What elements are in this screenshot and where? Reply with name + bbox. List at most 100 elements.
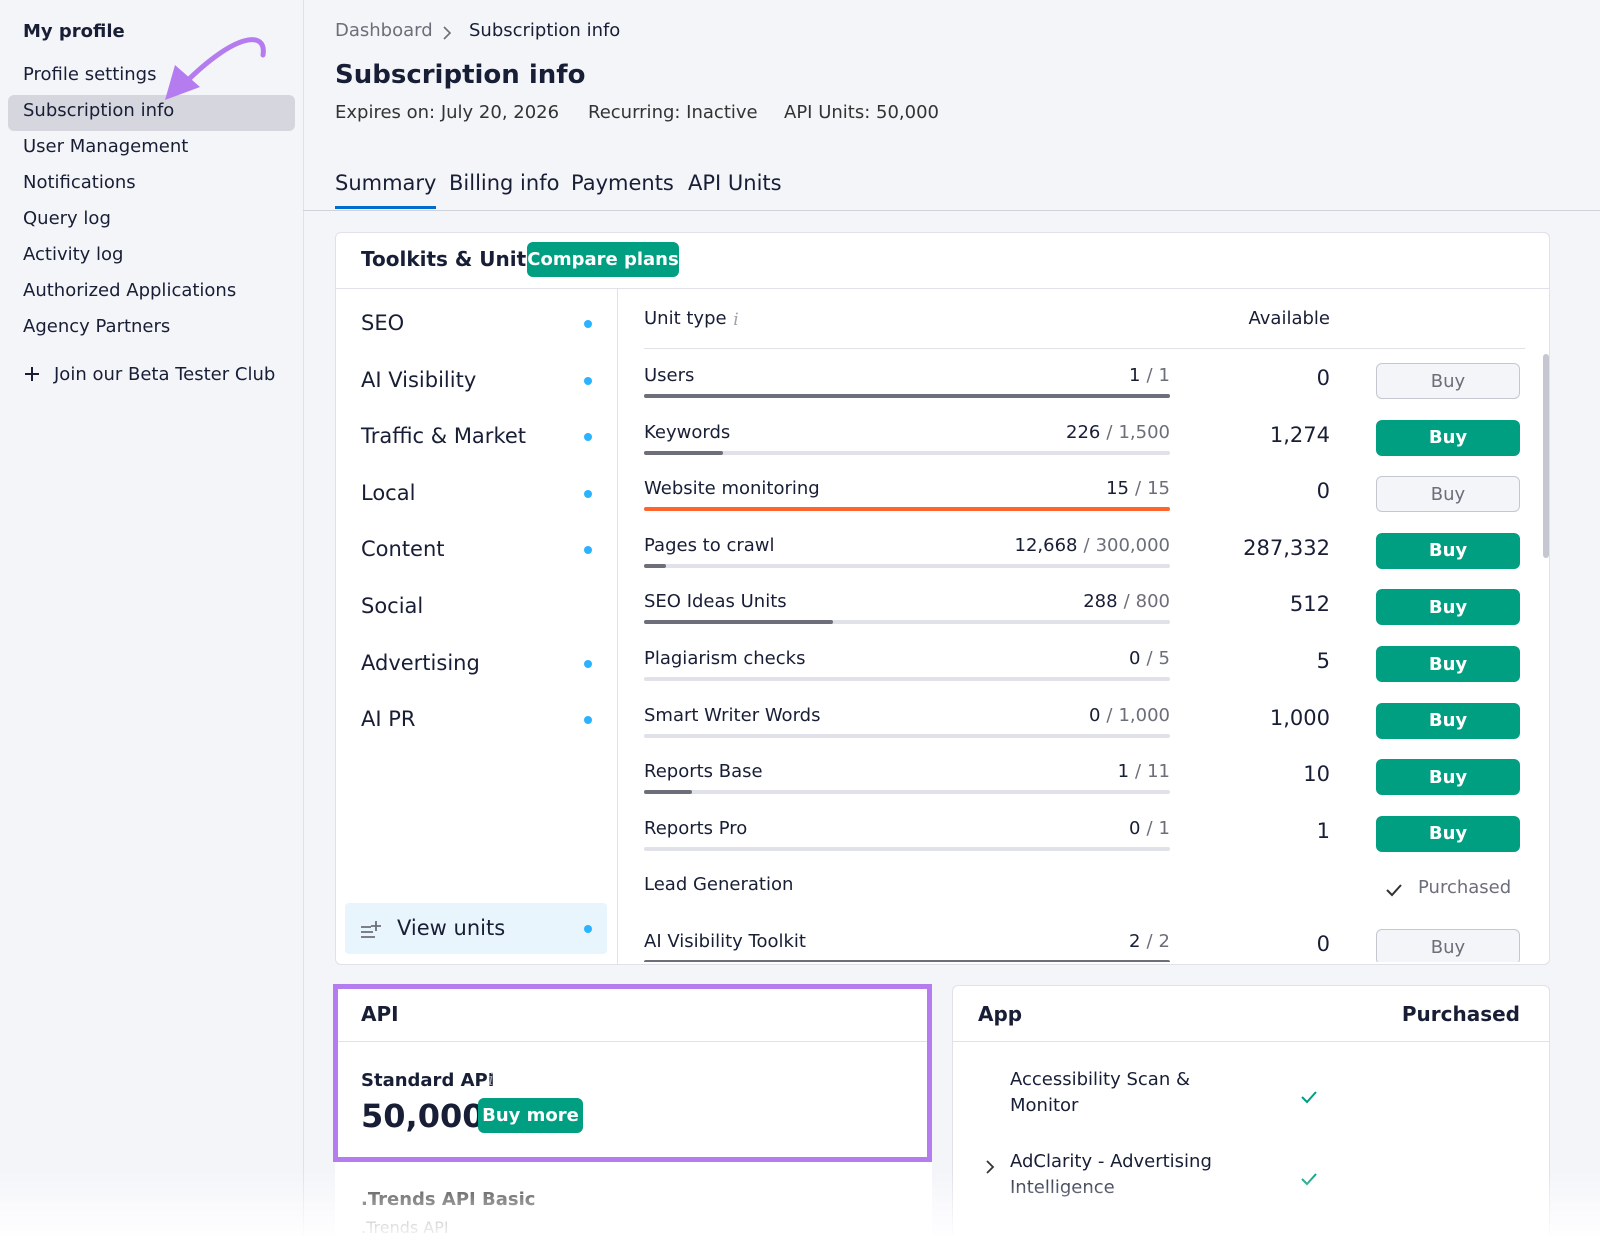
header-line <box>644 348 1525 349</box>
usage-track <box>644 677 1170 681</box>
separator: / <box>1106 421 1113 443</box>
total: 5 <box>1158 648 1170 669</box>
sidebar-link[interactable]: Authorized Applications <box>23 280 237 301</box>
available: 1 <box>1316 818 1330 843</box>
buy-button[interactable]: Buy <box>1376 532 1520 569</box>
toolkit-item[interactable]: AI PR <box>361 707 416 732</box>
sidebar-link[interactable]: User Management <box>23 136 189 157</box>
unit-name: Website monitoring <box>644 478 820 500</box>
toolkit-item[interactable]: Local <box>361 480 416 505</box>
bottom-fade <box>0 1170 1600 1236</box>
column-header: Purchased <box>1401 1002 1520 1026</box>
card-title: Toolkits & Units <box>361 247 539 271</box>
sidebar <box>0 0 304 1236</box>
buy-button: Buy <box>1376 476 1520 513</box>
new-dot <box>584 433 592 442</box>
toolkit-item[interactable]: AI Visibility <box>361 367 477 392</box>
status: Purchased <box>1418 877 1512 899</box>
usage-bar <box>644 960 1170 962</box>
usage: 226/1,500 <box>918 422 1170 443</box>
column-header: Available <box>1248 308 1330 329</box>
buy-button: Buy <box>1376 929 1520 962</box>
available: 1,000 <box>1269 705 1330 730</box>
used: 15 <box>1106 478 1130 500</box>
usage-bar <box>644 394 1170 398</box>
buy-button[interactable]: Buy <box>1376 589 1520 626</box>
new-dot <box>584 925 592 933</box>
used: 0 <box>1129 648 1141 669</box>
separator: / <box>1083 534 1090 556</box>
toolkit-item[interactable]: Social <box>361 594 424 618</box>
usage-bar <box>644 620 834 625</box>
available: 10 <box>1303 762 1330 787</box>
unit-name: Pages to crawl <box>644 534 775 556</box>
sidebar-link[interactable]: Activity log <box>23 244 124 265</box>
unit-name: Keywords <box>644 421 731 443</box>
info-icon-glyph: i <box>733 310 738 330</box>
available: 0 <box>1316 366 1330 390</box>
toolkit-item[interactable]: Content <box>361 537 445 562</box>
total: 1 <box>1158 365 1170 386</box>
buy-button[interactable]: Buy <box>1376 759 1520 796</box>
sidebar-link[interactable]: Profile settings <box>23 64 157 85</box>
unit-name: Reports Pro <box>644 817 748 839</box>
toolkit-item[interactable]: Traffic & Market <box>361 424 527 449</box>
buy-button[interactable]: Buy <box>1376 646 1520 682</box>
sidebar-link[interactable]: Notifications <box>23 172 136 193</box>
usage-bar <box>644 507 1170 512</box>
buy-button[interactable]: Buy <box>1376 815 1520 852</box>
unit-name: Users <box>644 365 695 386</box>
usage-bar <box>644 790 692 795</box>
usage-bar <box>644 563 667 568</box>
total: 1,500 <box>1118 421 1170 443</box>
used: 1 <box>1117 761 1130 783</box>
buy-button[interactable]: Buy <box>1376 419 1520 456</box>
usage-bar <box>644 450 724 455</box>
beta-link[interactable]: Join our Beta Tester Club <box>54 364 276 385</box>
api-units: 50,000 <box>361 1097 485 1135</box>
breadcrumb-chevron-glyph <box>443 26 452 40</box>
new-dot <box>584 489 592 498</box>
toolkit-item[interactable]: Advertising <box>361 650 480 675</box>
available: 5 <box>1316 649 1330 673</box>
sidebar-link[interactable]: Subscription info <box>23 100 175 121</box>
usage: 0/1 <box>918 818 1170 839</box>
card-header-line <box>953 1041 1549 1042</box>
tab[interactable]: Summary <box>335 171 437 195</box>
buy-more-button[interactable]: Buy more <box>478 1098 583 1133</box>
separator: / <box>1146 648 1153 669</box>
new-dot <box>584 546 592 555</box>
toolkit-item[interactable]: SEO <box>361 311 405 335</box>
page-title: Subscription info <box>335 60 586 90</box>
view-units-bg <box>345 903 607 954</box>
card-title: API <box>361 1002 399 1026</box>
units-icon-glyph <box>361 921 381 938</box>
breadcrumb-link[interactable]: Dashboard <box>335 20 433 41</box>
sidebar-link[interactable]: Agency Partners <box>23 316 171 337</box>
total: 2 <box>1158 931 1170 952</box>
meta-info: Expires on: July 20, 2026 <box>335 102 560 123</box>
plus-icon <box>24 366 40 386</box>
used: 288 <box>1083 591 1118 613</box>
unit-name: Plagiarism checks <box>644 648 806 669</box>
meta-info: Recurring: Inactive <box>588 102 758 123</box>
buy-button[interactable]: Buy <box>1376 702 1520 739</box>
sidebar-link[interactable]: Query log <box>23 208 111 229</box>
breadcrumb-current: Subscription info <box>469 20 621 41</box>
unit-name: Smart Writer Words <box>644 704 821 726</box>
usage: 12,668/300,000 <box>918 534 1171 556</box>
unit-name: SEO Ideas Units <box>644 591 787 613</box>
buy-button: Buy <box>1376 363 1520 399</box>
tab[interactable]: API Units <box>688 171 782 195</box>
tab[interactable]: Billing info <box>449 171 560 195</box>
usage-track <box>644 733 1170 738</box>
compare-button[interactable]: Compare plans <box>527 242 679 277</box>
annotation-arrow <box>155 25 275 109</box>
tab-underline <box>335 206 436 209</box>
view-units-link[interactable]: View units <box>397 916 506 940</box>
available: 0 <box>1316 932 1330 956</box>
total: 1,000 <box>1118 704 1170 726</box>
info-icon-glyph: i <box>488 1070 493 1090</box>
tab[interactable]: Payments <box>571 171 674 195</box>
